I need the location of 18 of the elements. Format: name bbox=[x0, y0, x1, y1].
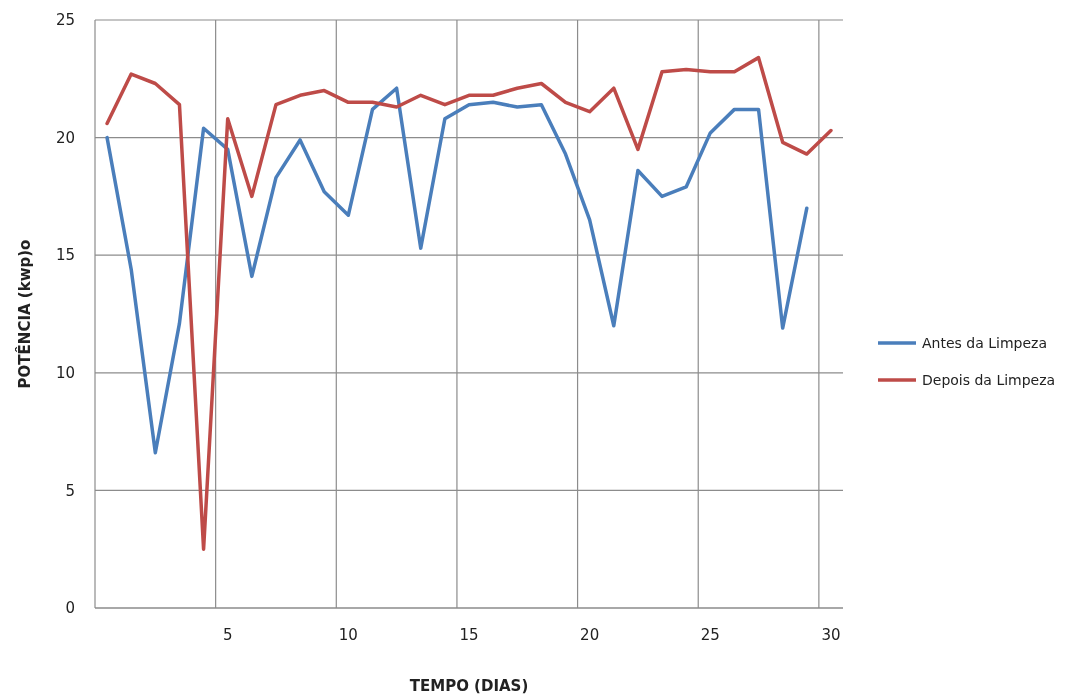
x-tick-label: 25 bbox=[700, 626, 720, 644]
y-tick-label: 0 bbox=[65, 599, 75, 618]
x-tick-label: 20 bbox=[580, 626, 600, 644]
x-tick-label: 15 bbox=[459, 626, 479, 644]
legend-label: Depois da Limpeza bbox=[922, 371, 1056, 388]
legend-label: Antes da Limpeza bbox=[922, 334, 1047, 351]
y-tick-label: 5 bbox=[65, 481, 75, 500]
line-series bbox=[105, 55, 833, 551]
x-tick-label: 30 bbox=[821, 626, 841, 644]
y-tick-label: 15 bbox=[55, 246, 75, 265]
y-tick-label: 25 bbox=[55, 11, 75, 30]
y-tick-label: 10 bbox=[55, 364, 75, 383]
x-tick-label: 5 bbox=[222, 626, 233, 644]
x-axis-title: TEMPO (DIAS) bbox=[409, 677, 529, 695]
line-series bbox=[105, 86, 809, 455]
y-tick-label: 20 bbox=[55, 128, 75, 147]
y-axis-title: POTÊNCIA (kwp)o bbox=[15, 239, 34, 389]
x-tick-label: 10 bbox=[338, 626, 358, 644]
